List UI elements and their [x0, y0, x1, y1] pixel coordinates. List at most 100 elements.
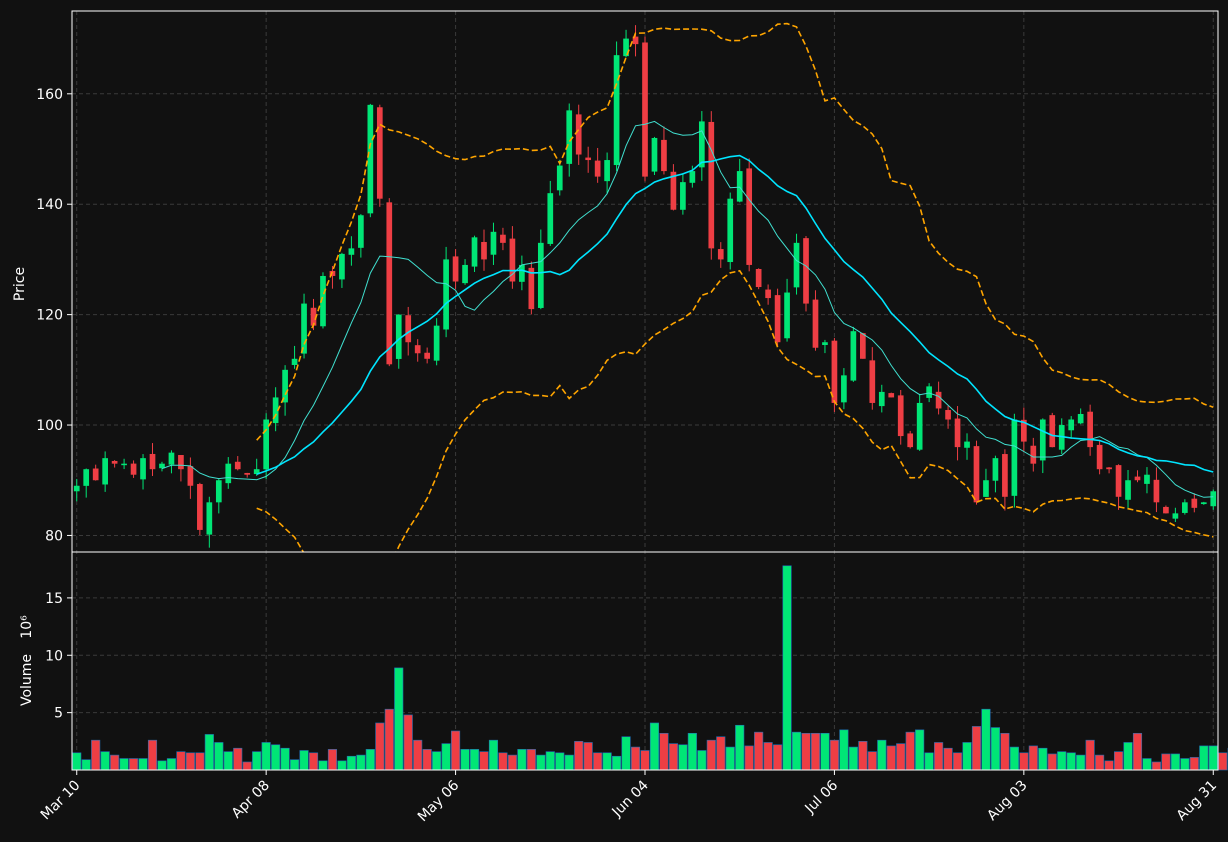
candle [897, 390, 904, 445]
candle [1210, 489, 1217, 510]
candle [121, 458, 127, 470]
candle-body [841, 375, 847, 403]
candle [680, 173, 686, 215]
candle [1191, 493, 1198, 513]
candle-body [443, 259, 449, 330]
volume-bar [1000, 732, 1010, 771]
candle-body [140, 458, 146, 480]
volume-bar [1104, 760, 1114, 771]
candle-body [878, 391, 885, 407]
price-tick-label: 80 [45, 528, 63, 544]
volume-bar [971, 726, 982, 771]
volume-bar [394, 667, 404, 771]
candle [253, 458, 260, 476]
volume-bar [375, 722, 385, 771]
candle [822, 339, 828, 354]
volume-bar [479, 751, 489, 771]
candle-body [1200, 502, 1207, 505]
volume-bar [867, 751, 877, 771]
candle [168, 450, 175, 474]
candle-body [594, 160, 601, 177]
candle-body [973, 446, 980, 503]
candle-body [907, 433, 914, 448]
candle [841, 368, 847, 410]
volume-bar [1038, 747, 1048, 771]
candle-body [1096, 444, 1103, 470]
candle [774, 288, 781, 347]
date-axis-ticks: Mar 10 Apr 08 May 06 Jun 04 Jul 06 Aug 03 Aug … [38, 770, 1220, 825]
candle [348, 236, 355, 266]
candle-body [348, 248, 355, 255]
candle-body [130, 463, 137, 475]
candle-body [537, 242, 544, 308]
candle-body [869, 360, 876, 403]
volume-bar [536, 754, 546, 771]
volume-bar [252, 751, 262, 771]
volume-bar [1085, 739, 1095, 771]
volume-bar [962, 742, 972, 771]
candle [888, 392, 895, 398]
candle-body [698, 121, 705, 168]
candle-body [575, 114, 582, 155]
volume-bar [763, 742, 773, 771]
candle [537, 229, 544, 310]
candle-body [812, 299, 819, 348]
candle-body [983, 480, 989, 497]
candle [850, 326, 857, 382]
lower-band-line [256, 269, 1214, 552]
volume-bar [621, 736, 631, 771]
volume-bar [176, 751, 186, 771]
candle-body [613, 55, 620, 166]
candle [452, 249, 459, 290]
candle [320, 272, 326, 329]
candle-body [1077, 413, 1084, 424]
volume-bar [72, 752, 82, 771]
candle-body [159, 463, 165, 469]
price-grid [72, 11, 1218, 770]
volume-tick-label: 10 [45, 648, 63, 664]
candle-body [519, 264, 525, 282]
candle-body [1144, 474, 1150, 484]
volume-bar [460, 749, 470, 771]
volume-bar [185, 752, 195, 771]
candle [187, 457, 194, 499]
candle [812, 290, 819, 351]
candles [73, 25, 1217, 548]
candle-body [803, 238, 809, 304]
volume-bar [280, 747, 290, 771]
volume-bar [157, 760, 167, 771]
volume-bar [981, 708, 991, 771]
candle [632, 25, 639, 57]
volume-bar [1123, 742, 1133, 771]
candle [746, 158, 753, 272]
candle-body [490, 231, 497, 255]
volume-bar [299, 750, 309, 771]
candle [197, 482, 203, 536]
candle [717, 242, 724, 268]
candle-body [945, 410, 951, 420]
candle [784, 278, 790, 342]
candle [367, 103, 374, 218]
candle [1144, 467, 1150, 494]
volume-bar [384, 708, 394, 771]
candle [954, 406, 961, 461]
candle-body [471, 237, 478, 267]
candle [698, 111, 705, 181]
candle-body [263, 419, 269, 470]
candle [92, 464, 99, 481]
candle [395, 314, 402, 369]
candle [414, 339, 421, 362]
volume-bar [593, 752, 603, 771]
volume-bar [1076, 754, 1086, 771]
candle-body [386, 202, 393, 365]
candle [935, 381, 942, 415]
candle-body [1021, 419, 1027, 442]
volume-bar [242, 761, 252, 771]
candle-body [746, 168, 753, 265]
volume-bar [271, 744, 281, 771]
volume-bar [488, 739, 499, 771]
candle-body [206, 502, 213, 535]
volume-bar [100, 751, 110, 771]
volume-bar [943, 747, 953, 771]
candle [992, 455, 999, 493]
